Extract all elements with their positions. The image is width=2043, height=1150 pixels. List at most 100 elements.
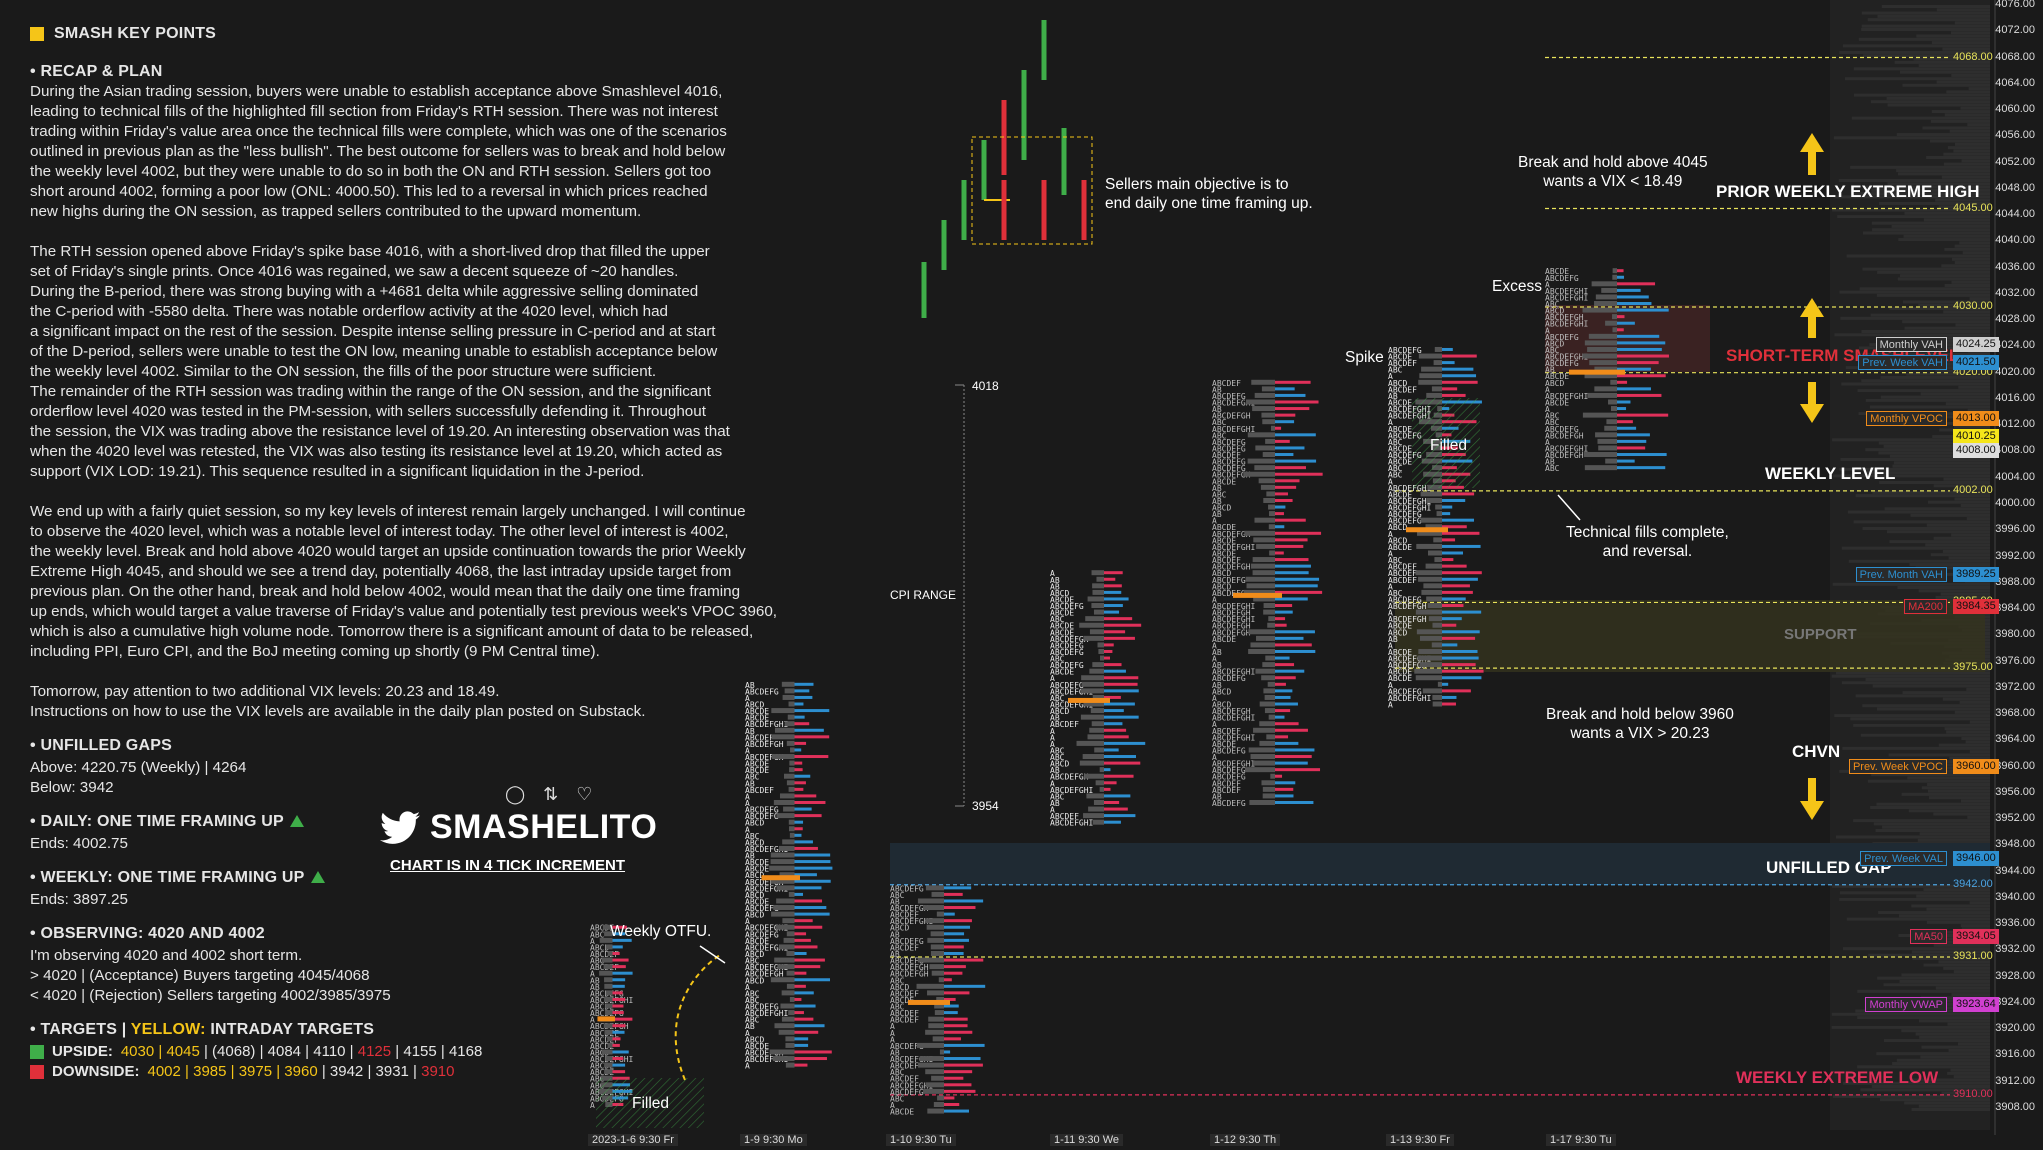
text-line: trading within Friday's value area once … [30, 123, 727, 140]
tpo-letters: ABCDEF [890, 1062, 919, 1071]
volume-bar [1432, 694, 1442, 700]
unfilled-gap-zone [890, 843, 1990, 885]
targets-header: • TARGETS | YELLOW: INTRADAY TARGETS [30, 1020, 790, 1040]
tpo-letters: ABC [1545, 464, 1560, 473]
tpo-letters: AB [1212, 484, 1222, 493]
volume-bar [934, 1010, 944, 1016]
tpo-letters: ABCDEFGH [1050, 773, 1089, 782]
tpo-letters: ABCD [1212, 701, 1231, 710]
composite-volume-bar [1909, 563, 1990, 567]
volume-bar [1252, 406, 1275, 412]
tpo-letters: A [890, 1101, 895, 1110]
filled-zone-top [1412, 398, 1480, 488]
tpo-letters: ABCDEFGHI [1388, 504, 1432, 513]
volume-bar [602, 924, 613, 930]
footprint-bar [1442, 636, 1476, 640]
footprint-bar [944, 1109, 970, 1113]
volume-bar [1427, 603, 1442, 609]
tpo-letters: ABCDEFG [1545, 333, 1579, 342]
side-tag-label: MA200 [1904, 598, 1947, 614]
price-tick: 3964.00 [1995, 733, 2035, 746]
tpo-letters: A [745, 1029, 750, 1038]
volume-bar [1589, 360, 1617, 366]
footprint-bar [1104, 663, 1122, 667]
reply-icon[interactable]: ◯ [505, 784, 526, 804]
footprint-bar [1442, 590, 1473, 594]
composite-volume-bar [1951, 993, 1990, 997]
composite-volume-bar [1901, 973, 1990, 977]
footprint-bar [1275, 518, 1306, 522]
composite-volume-bar [1870, 313, 1990, 317]
retweet-icon[interactable]: ⇅ [543, 784, 559, 804]
footprint-bar [794, 820, 804, 824]
composite-volume-bar [1953, 1075, 1990, 1079]
composite-volume-bar [1949, 756, 1990, 760]
text-line: support (VIX LOD: 19.21). This sequence … [30, 463, 645, 480]
footprint-bar [794, 873, 817, 877]
price-tick: 3936.00 [1995, 917, 2035, 930]
composite-volume-bar [1935, 595, 1990, 599]
footprint-bar [1104, 715, 1139, 719]
footprint-bar [1275, 669, 1305, 673]
date-label: 1-13 9:30 Fr [1386, 1134, 1454, 1146]
composite-volume-bar [1967, 123, 1990, 127]
footprint-bar [1617, 328, 1624, 332]
tpo-letters: ABCDEFG [745, 904, 779, 913]
composite-volume-bar [1897, 586, 1990, 590]
like-icon[interactable]: ♡ [576, 784, 593, 804]
composite-volume-bar [1923, 963, 1990, 967]
volume-bar [1610, 379, 1617, 385]
tpo-letters: ABC [745, 996, 760, 1005]
composite-volume-bar [1943, 310, 1990, 314]
volume-bar [776, 813, 795, 819]
footprint-bar [1104, 682, 1138, 686]
composite-volume-bar [1969, 901, 1990, 905]
tpo-letters: ABCDEF [890, 1075, 919, 1084]
tpo-letters: ABCD [1388, 628, 1407, 637]
tpo-letters: ABCDEFGHI [1050, 786, 1094, 795]
footprint-bar [1617, 439, 1647, 443]
volume-bar [1419, 635, 1442, 641]
tpo-letters: A [1545, 280, 1550, 289]
footprint-bar [1104, 604, 1123, 608]
tpo-letters: A [1212, 641, 1217, 650]
price-tick: 3976.00 [1995, 654, 2035, 667]
footprint-bar [1104, 774, 1134, 778]
volume-bar [1262, 793, 1275, 799]
footprint-bar [1442, 525, 1467, 529]
composite-volume-bar [1876, 293, 1990, 297]
tpo-letters: ABCDEFG [1545, 359, 1579, 368]
volume-bar [771, 754, 795, 760]
tpo-letters: ABCDEFG [1388, 510, 1422, 519]
composite-volume-bar [1868, 953, 1990, 957]
footprint-bar [944, 1017, 968, 1021]
tpo-letters: ABCDEFGH [1212, 530, 1251, 539]
composite-volume-bar [1869, 405, 1990, 409]
composite-volume-bar [1853, 819, 1990, 823]
tpo-letters: ABCDEFG [1212, 589, 1246, 598]
footprint-bar [1104, 695, 1121, 699]
filled-zone-bottom [596, 1078, 704, 1128]
volume-bar [785, 1042, 795, 1048]
composite-volume-bar [1902, 320, 1990, 324]
volume-bar [774, 727, 795, 733]
tpo-letters: ABCDEFGHI [1050, 819, 1094, 828]
volume-bar [788, 786, 795, 792]
volume-bar [1255, 668, 1275, 674]
footprint-bar [1275, 413, 1296, 417]
footprint-bar [794, 1057, 827, 1061]
tpo-letters: ABCDEFGH [1050, 635, 1089, 644]
volume-bar [1432, 622, 1442, 628]
footprint-bar [794, 741, 807, 745]
tpo-letters: ABCDEFGH [1212, 707, 1251, 716]
footprint-bar [794, 709, 830, 713]
footprint-bar [794, 978, 831, 982]
footprint-bar [1275, 735, 1289, 739]
footprint-bar [1442, 538, 1456, 542]
tpo-letters: ABCDEFGHI [745, 1009, 789, 1018]
footprint-bar [1104, 800, 1120, 804]
volume-bar [1248, 629, 1275, 635]
composite-volume-bar [1944, 247, 1990, 251]
text-line: new highs during the ON session, as trap… [30, 203, 642, 220]
tpo-letters: AB [1212, 385, 1222, 394]
